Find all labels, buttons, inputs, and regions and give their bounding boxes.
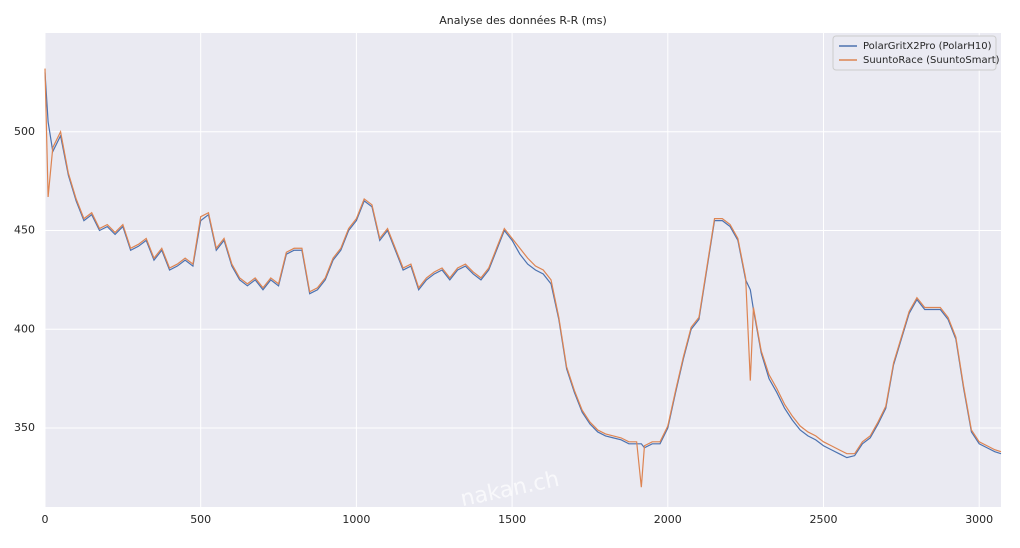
legend-label: SuuntoRace (SuuntoSmart)	[863, 55, 1000, 66]
x-tick-label: 2500	[810, 513, 838, 526]
series-line	[44, 68, 1002, 488]
x-tick-label: 3000	[965, 513, 993, 526]
x-tick-label: 500	[190, 513, 211, 526]
x-tick-label: 2000	[654, 513, 682, 526]
x-tick-label: 0	[42, 513, 49, 526]
y-tick-label: 400	[14, 322, 35, 335]
legend: PolarGritX2Pro (PolarH10) SuuntoRace (Suu…	[832, 35, 1000, 71]
y-tick-label: 350	[14, 421, 35, 434]
legend-box	[832, 35, 997, 71]
x-tick-label: 1500	[498, 513, 526, 526]
y-tick-label: 450	[14, 224, 35, 237]
legend-label: PolarGritX2Pro (PolarH10)	[863, 41, 992, 52]
plot-area	[45, 33, 1001, 507]
y-tick-label: 500	[14, 125, 35, 138]
chart-title: Analyse des données R-R (ms)	[439, 14, 607, 27]
series-line	[44, 72, 1002, 459]
x-tick-label: 1000	[342, 513, 370, 526]
